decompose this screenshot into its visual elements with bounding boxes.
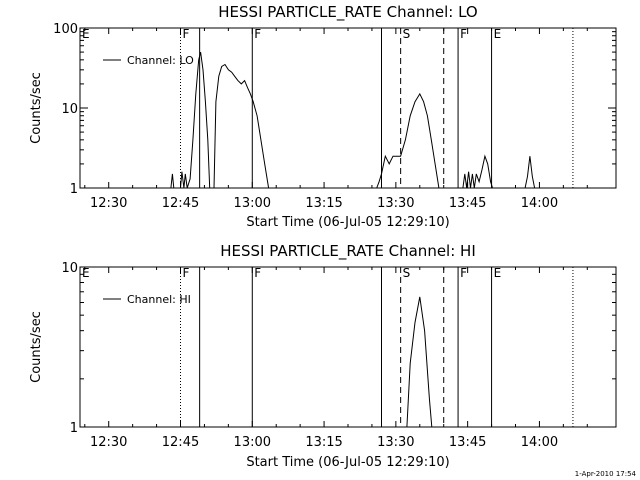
event-marker-label: E — [494, 27, 502, 41]
x-tick-label: 13:30 — [377, 196, 414, 211]
y-tick-label: 10 — [61, 261, 78, 276]
series-line-segment — [180, 51, 211, 189]
x-tick-label: 12:30 — [90, 435, 127, 450]
x-tick-label: 14:00 — [521, 435, 558, 450]
legend-label: Channel: LO — [127, 54, 194, 67]
event-marker-label: E — [82, 266, 90, 280]
y-tick-label: 100 — [53, 22, 78, 37]
y-tick-label: 10 — [61, 102, 78, 117]
x-tick-label: 13:00 — [234, 196, 271, 211]
event-marker-label: E — [82, 27, 90, 41]
footer-timestamp: 1-Apr-2010 17:54 — [575, 470, 637, 478]
x-tick-label: 13:15 — [305, 435, 342, 450]
x-tick-label: 14:00 — [521, 196, 558, 211]
event-marker-label: S — [403, 27, 411, 41]
x-tick-label: 13:15 — [305, 196, 342, 211]
series-line-segment — [406, 296, 433, 428]
panel-lo: HESSI PARTICLE_RATE Channel: LO 12:30 12:4… — [29, 3, 617, 230]
event-marker-label: F — [460, 266, 467, 280]
x-tick-label: 13:30 — [377, 435, 414, 450]
y-axis-label: Counts/sec — [29, 311, 44, 383]
chart-title: HESSI PARTICLE_RATE Channel: LO — [218, 3, 477, 22]
event-marker-label: S — [403, 266, 411, 280]
event-marker-label: F — [183, 266, 190, 280]
x-tick-label: 12:45 — [162, 435, 199, 450]
plot-frame — [79, 266, 617, 428]
event-marker-label: E — [494, 266, 502, 280]
x-axis-label: Start Time (06-Jul-05 12:29:10) — [246, 215, 449, 230]
series-line-segment — [213, 63, 270, 189]
plot-frame — [79, 27, 617, 189]
series-line-segment — [170, 173, 176, 189]
legend-label: Channel: HI — [127, 293, 191, 306]
event-marker-label: F — [183, 27, 190, 41]
x-axis-label: Start Time (06-Jul-05 12:29:10) — [246, 455, 449, 470]
series-line-segment — [376, 92, 440, 189]
y-tick-label: 1 — [70, 182, 78, 197]
event-marker-label: F — [254, 27, 261, 41]
y-tick-label: 1 — [70, 421, 78, 436]
x-tick-label: 12:30 — [90, 196, 127, 211]
x-tick-label: 13:45 — [449, 196, 486, 211]
panel-hi: HESSI PARTICLE_RATE Channel: HI 12:30 12:4… — [29, 242, 617, 470]
event-marker-label: F — [460, 27, 467, 41]
series-line-segment — [462, 154, 493, 189]
chart-title: HESSI PARTICLE_RATE Channel: HI — [220, 242, 476, 261]
x-tick-label: 13:45 — [449, 435, 486, 450]
series-line-segment — [524, 156, 536, 189]
x-tick-label: 13:00 — [234, 435, 271, 450]
y-axis-label: Counts/sec — [29, 72, 44, 144]
event-marker-label: F — [254, 266, 261, 280]
x-tick-label: 12:45 — [162, 196, 199, 211]
